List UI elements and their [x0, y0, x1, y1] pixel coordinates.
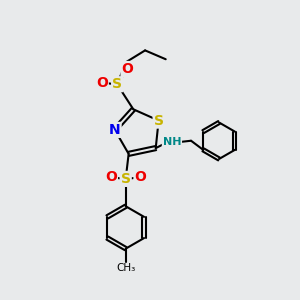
- Text: S: S: [112, 77, 122, 91]
- Text: S: S: [154, 114, 164, 128]
- Text: O: O: [96, 76, 108, 90]
- Text: S: S: [121, 172, 131, 186]
- Text: NH: NH: [163, 137, 181, 147]
- Text: CH₃: CH₃: [116, 263, 135, 273]
- Text: N: N: [109, 123, 121, 137]
- Text: O: O: [134, 170, 146, 184]
- Text: O: O: [105, 170, 117, 184]
- Text: O: O: [122, 62, 134, 76]
